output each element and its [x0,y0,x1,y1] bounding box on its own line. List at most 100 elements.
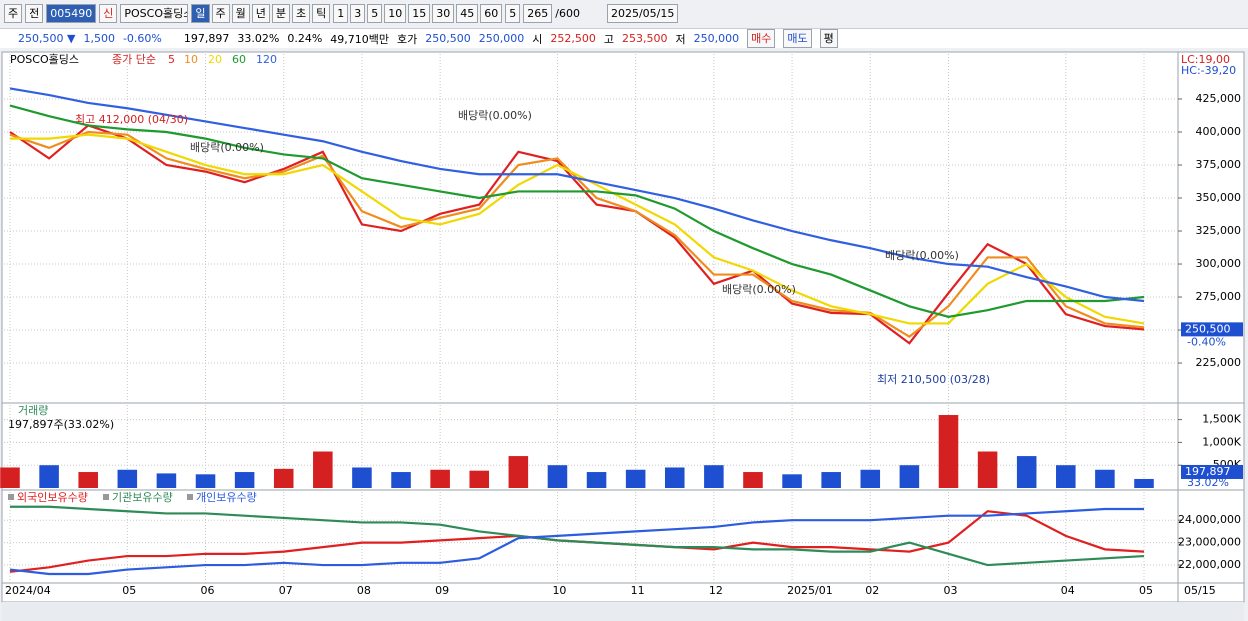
x-tick-label: 05 [1139,584,1153,597]
volume-bar [664,467,685,488]
volume-bar [273,468,294,488]
legend-swatch [8,494,14,500]
avg-button[interactable]: 평 [819,29,838,48]
interval-button[interactable]: 45 [456,4,479,23]
volume-bar [156,473,177,488]
x-tick-label: 04 [1061,584,1075,597]
y-tick-label: 22,000,000 [1178,558,1241,571]
volume-bar [0,467,20,488]
interval-button[interactable]: 60 [480,4,503,23]
series-line [9,87,1145,303]
series-line [9,124,1145,345]
interval-button[interactable]: 30 [432,4,455,23]
interval-buttons: 1 3 5 10 15 30 45 60 [333,4,503,23]
y-tick-label: 275,000 [1196,290,1242,303]
period-button[interactable]: 주 [211,4,230,23]
legend-swatch [103,494,109,500]
period-button[interactable]: 초 [292,4,311,23]
interval-button[interactable]: 5 [367,4,383,23]
interval-button[interactable]: 15 [408,4,431,23]
period-button[interactable]: 월 [231,4,250,23]
volume-bar [117,469,138,488]
quote-bar: 250,500 ▼ 1,500 -0.60% 197,897 33.02% 0.… [0,28,1248,48]
chart-frame [1,51,1245,603]
amount: 49,710백만 [330,32,390,46]
volume-bar [938,415,959,488]
hc-label: HC:-39,20 [1181,64,1236,77]
last-volume-box [1181,464,1243,479]
stock-name[interactable]: POSCO홀딩스 [120,4,189,23]
legend-entry: 60 [232,53,246,66]
scroll-bar[interactable] [2,602,1244,621]
annotation: 배당락(0.00%) [190,141,264,154]
period-button[interactable]: 분 [271,4,290,23]
x-tick-label: 05 [122,584,136,597]
volume-bar [586,472,607,488]
volume-bar [899,465,920,488]
high: 253,500 [622,32,668,45]
interval-button[interactable]: 1 [333,4,349,23]
volume-bar [547,465,568,488]
volume-subtitle: 197,897주(33.02%) [8,418,114,431]
y-tick-label: 400,000 [1196,125,1242,138]
last-price-box [1181,322,1243,337]
x-tick-label: 06 [201,584,215,597]
y-tick-label: 425,000 [1196,92,1242,105]
range-select[interactable]: 전 [25,4,44,23]
sell-button[interactable]: 매도 [783,29,812,48]
volume-bar [704,465,724,488]
y-tick-label: 300,000 [1196,257,1242,270]
change: 1,500 [83,32,115,45]
volume-bar [352,467,372,488]
y-tick-label: 24,000,000 [1178,513,1241,526]
volume-bar [313,451,333,488]
series-line [9,104,1145,318]
price-title: POSCO홀딩스 [10,53,79,66]
volume-bar [195,474,216,488]
last-price: 250,500 [1185,322,1231,335]
bid: 250,000 [478,32,525,45]
period-button[interactable]: 틱 [312,4,331,23]
code-input[interactable]: 005490 [46,4,97,23]
count-select[interactable]: 5 [505,4,521,23]
rate: -0.60% [122,32,162,45]
price: 250,500 ▼ [18,32,76,45]
volume-bar [391,472,411,488]
legend-entry: 120 [256,53,277,66]
x-tick-label: 12 [709,584,723,597]
legend-entry: 20 [208,53,222,66]
legend-swatch [187,494,193,500]
open: 252,500 [550,32,596,45]
volume-bar [977,451,998,488]
period-button[interactable]: 년 [251,4,270,23]
x-tick-label: 10 [552,584,566,597]
interval-button[interactable]: 10 [384,4,407,23]
annotation: 배당락(0.00%) [722,283,796,296]
volume-bar [625,469,646,488]
date-input[interactable]: 2025/05/15 [606,4,679,23]
annotation: 배당락(0.00%) [458,109,532,122]
volume-title: 거래량 [18,404,48,417]
ask: 250,500 [425,32,471,45]
last-volume-rate: 33.02% [1187,476,1229,489]
period-button[interactable]: 일 [191,4,210,23]
y-tick-label: 1,000K [1202,435,1241,448]
series-line [10,505,1145,567]
open-label: 시 [532,32,543,46]
interval-button[interactable]: 3 [350,4,366,23]
annotation: 최고 412,000 (04/30) [75,113,188,126]
chart: POSCO홀딩스 종가 단순 LC:19,00 HC:-39,20 거래량 19… [0,51,1245,621]
volume-bar [860,469,881,488]
volume-bar [469,470,490,488]
x-tick-label: 08 [357,584,371,597]
market-select[interactable]: 주 [4,4,23,23]
visible-count[interactable]: 265 [523,4,553,23]
volume-bar [743,472,763,488]
annotation: 최저 210,500 (03/28) [877,373,990,386]
end-date: 05/15 [1184,584,1216,597]
buy-button[interactable]: 매수 [747,29,776,48]
x-tick-label: 2025/01 [787,584,833,597]
lc-label: LC:19,00 [1181,53,1230,66]
